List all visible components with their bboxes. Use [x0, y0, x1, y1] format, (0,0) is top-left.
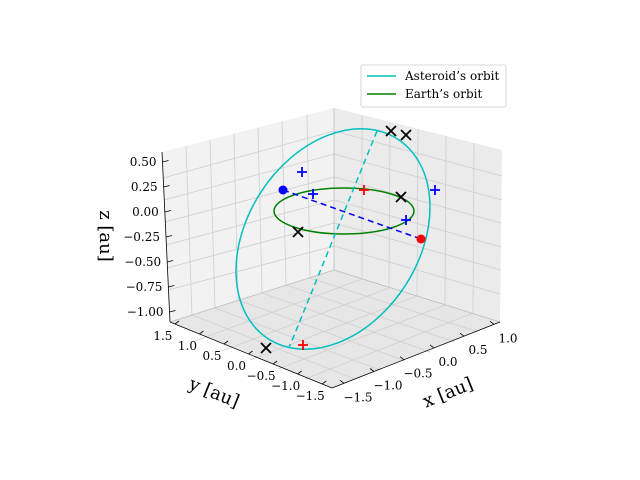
red-plus-marker	[359, 185, 369, 195]
y-tick-label: −1.5	[296, 389, 325, 403]
tick-mark	[489, 321, 495, 325]
x-tick-labels: −1.5−1.0−0.5 0.0 0.5 1.0	[343, 331, 517, 404]
aphelion-point	[416, 234, 426, 244]
markers	[260, 125, 440, 354]
y-tick-label: 0.5	[202, 349, 221, 363]
z-tick-label: 0.00	[132, 205, 159, 219]
y-axis-label: y [au]	[185, 373, 242, 412]
tick-mark	[167, 260, 174, 263]
z-tick-label: −0.50	[124, 255, 161, 269]
z-tick-label: −0.25	[123, 230, 160, 244]
y-tick-label: −1.0	[271, 379, 300, 393]
black-x-marker	[292, 226, 304, 238]
tick-mark	[339, 379, 345, 384]
red-plus-marker	[298, 340, 308, 350]
y-tick-label: 1.0	[178, 339, 197, 353]
tick-mark	[399, 356, 405, 361]
z-tick-label: −1.00	[127, 305, 164, 319]
z-axis-label: z [au]	[95, 210, 116, 262]
x-tick-label: −0.5	[403, 367, 432, 381]
black-x-marker	[400, 129, 412, 141]
tick-mark	[174, 320, 180, 325]
tick-mark	[223, 340, 229, 345]
y-tick-label: −0.5	[247, 369, 276, 383]
tick-mark	[163, 185, 170, 188]
y-tick-labels: −1.5−1.0−0.50.0 0.5 1.0 1.5	[153, 329, 324, 403]
pane-floor	[170, 270, 500, 388]
legend-earth-label: Earth’s orbit	[405, 87, 482, 101]
blue-plus-marker	[401, 215, 411, 225]
tick-mark	[369, 368, 375, 372]
legend-box	[360, 64, 507, 108]
z-tick-label: 0.50	[130, 155, 157, 169]
tick-mark	[165, 235, 173, 238]
blue-plus-marker	[430, 185, 440, 195]
black-x-marker	[260, 342, 272, 354]
x-tick-label: −1.5	[343, 390, 372, 404]
black-x-marker	[385, 125, 397, 137]
blue-plus-marker	[297, 167, 307, 177]
earth-orbit-series	[273, 187, 415, 235]
x-axis-line	[331, 321, 501, 389]
tick-mark	[169, 310, 176, 313]
apsides-line-dashed	[282, 189, 422, 240]
tick-mark	[168, 285, 175, 288]
tick-mark	[162, 160, 169, 163]
black-x-marker	[395, 191, 407, 203]
pane-edges	[169, 108, 501, 323]
y-tick-label: 0.0	[227, 359, 246, 373]
tick-mark	[321, 380, 327, 385]
tick-mark	[248, 350, 253, 355]
tick-mark	[459, 332, 465, 337]
x-tick-label: 0.0	[438, 355, 457, 369]
blue-plus-marker	[308, 189, 318, 199]
asteroid-minor-axis-dashed	[288, 130, 378, 349]
pane-right	[334, 108, 502, 322]
tick-mark	[164, 210, 171, 213]
tick-mark	[297, 370, 302, 375]
x-tick-label: 1.0	[498, 331, 517, 345]
y-axis-line	[169, 321, 333, 389]
y-tick-label: 1.5	[153, 329, 172, 343]
z-tick-label: −0.75	[126, 280, 163, 294]
tick-mark	[429, 344, 435, 349]
z-tick-labels: −1.00 −0.75 −0.50 −0.25 0.00 0.25 0.50	[123, 155, 163, 319]
tick-mark	[272, 360, 278, 365]
x-tick-label: 0.5	[468, 343, 487, 357]
asteroid-orbit-series	[235, 128, 431, 350]
legend: Asteroid’s orbit Earth’s orbit	[360, 64, 507, 108]
z-tick-label: 0.25	[131, 180, 158, 194]
x-tick-label: −1.0	[373, 379, 402, 393]
legend-asteroid-label: Asteroid’s orbit	[404, 69, 499, 83]
perihelion-point	[278, 185, 288, 195]
tick-mark	[199, 330, 204, 335]
grid	[162, 114, 503, 380]
